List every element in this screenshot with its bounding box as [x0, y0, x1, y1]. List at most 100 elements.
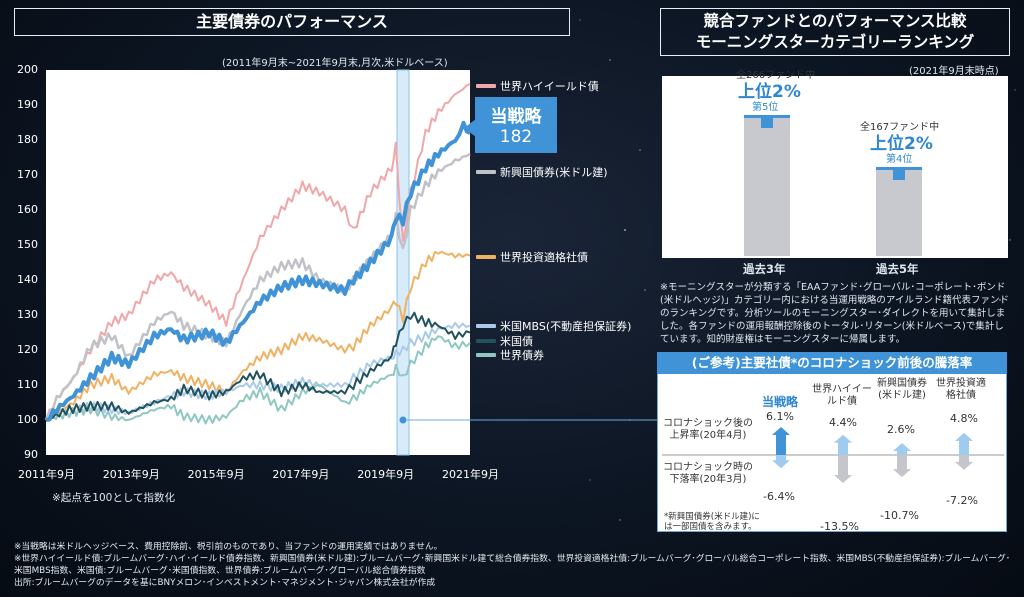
legend-label: 世界ハイイールド債: [500, 80, 599, 93]
ranking-bar-top-1: [876, 167, 922, 170]
legend-label: 米国MBS(不動産担保証券): [500, 320, 632, 333]
ranking-marker-1: [893, 170, 905, 180]
down-arrow-2: [893, 455, 911, 478]
y-tick-label: 90: [24, 448, 38, 461]
reference-title: (ご参考)主要社債*のコロナショック前後の騰落率: [657, 352, 1007, 374]
series-line-2: [44, 152, 471, 421]
col-emerging-name: 新興国債券(米ドル建): [877, 378, 927, 401]
legend-label: 世界投資適格社債: [500, 251, 588, 264]
period-note: (2011年9月末~2021年9月末,月次,米ドルベース): [222, 58, 448, 69]
y-tick-label: 130: [17, 308, 38, 321]
row-down-label: コロナショック時の下落率(20年3月): [663, 462, 753, 485]
col-investment-grade-name: 世界投資適格社債: [936, 378, 986, 401]
y-tick-label: 200: [17, 63, 38, 76]
legend-treasury: 米国債: [476, 333, 533, 349]
col-high-yield-name: 世界ハイイールド債: [812, 384, 872, 407]
rank3-label: 過去3年: [743, 262, 786, 276]
footer-line1: ※当戦略は米ドルヘッジベース、費用控除前、税引前のものであり、当ファンドの運用実…: [14, 542, 443, 552]
y-tick-label: 100: [17, 413, 38, 426]
y-tick-label: 120: [17, 343, 38, 356]
down-arrow-0: [772, 455, 790, 469]
legend-swatch: [476, 170, 496, 174]
legend-high-yield: 世界ハイイールド債: [476, 78, 599, 94]
x-tick-label: 2013年9月: [102, 468, 160, 481]
reference-footnote: *新興国債券(米ドル建)には一部国債を含みます。: [664, 512, 760, 532]
col-strategy-name: 当戦略: [761, 395, 798, 409]
col-investment-grade-up: 4.8%: [950, 412, 978, 425]
series-line-1: [45, 120, 471, 422]
legend-label: 世界債券: [500, 349, 544, 362]
ranking-marker-0: [761, 118, 773, 128]
ranking-bar-top-0: [744, 115, 790, 118]
series-line-6: [45, 335, 471, 425]
col-high-yield-down: -13.5%: [820, 520, 859, 533]
strategy-callout-label: 当戦略: [490, 107, 542, 127]
legend-swatch: [476, 324, 496, 328]
legend-label: 新興国債券(米ドル建): [500, 166, 608, 179]
rank3-position: 第5位: [752, 102, 779, 113]
legend-investment-grade: 世界投資適格社債: [476, 249, 588, 265]
strategy-callout-pointer: [464, 119, 476, 137]
up-arrow-1: [834, 434, 852, 455]
strategy-callout-value: 182: [499, 127, 533, 147]
footer-line3: 出所:ブルームバーグのデータを基にBNYメロン･インベストメント･マネジメント･…: [14, 578, 436, 588]
x-tick-label: 2019年9月: [357, 468, 415, 481]
footer-line2: ※世界ハイイールド債:ブルームバーグ･ハイ･イールド債券指数、新興国債券(米ドル…: [14, 554, 1011, 576]
y-tick-label: 170: [17, 168, 38, 181]
legend-global-bond: 世界債券: [476, 347, 544, 363]
col-high-yield-up: 4.4%: [829, 416, 857, 429]
y-tick-label: 180: [17, 133, 38, 146]
series-line-0: [45, 83, 471, 421]
reference-panel: [657, 352, 1007, 532]
up-arrow-3: [955, 432, 973, 455]
ranking-date-note: (2021年9月末時点): [909, 66, 999, 77]
series-line-3: [45, 250, 471, 421]
covid-highlight-band: [396, 69, 410, 456]
y-tick-label: 150: [17, 238, 38, 251]
x-tick-label: 2021年9月: [442, 468, 499, 481]
left-panel-title: 主要債券のパフォーマンス: [14, 8, 570, 36]
x-tick-label: 2017年9月: [272, 468, 330, 481]
y-tick-label: 110: [17, 378, 38, 391]
up-arrow-2: [893, 443, 911, 455]
right-title-line1: 競合ファンドとのパフォーマンス比較: [703, 12, 967, 30]
rank3-total: 全266ファンド中: [736, 70, 816, 81]
ranking-panel: [662, 76, 1008, 258]
legend-label: 米国債: [500, 335, 533, 348]
col-strategy-down: -6.4%: [763, 490, 795, 503]
col-investment-grade-down: -7.2%: [946, 494, 978, 507]
covid-marker: [399, 416, 407, 424]
x-tick-label: 2011年9月: [18, 468, 75, 481]
legend-mbs: 米国MBS(不動産担保証券): [476, 318, 631, 334]
y-tick-label: 140: [17, 273, 38, 286]
down-arrow-3: [955, 455, 973, 470]
ranking-bar-1: [876, 168, 922, 256]
y-tick-label: 160: [17, 203, 38, 216]
ranking-bar-0: [744, 116, 790, 256]
morningstar-note: ※モーニングスターが分類する「EAAファンド･グローバル･コーポレート･ボンド(…: [660, 282, 1009, 345]
legend-swatch: [476, 255, 496, 259]
col-emerging-down: -10.7%: [880, 509, 919, 522]
series-line-5: [45, 311, 471, 421]
y-tick-label: 190: [17, 98, 38, 111]
rank3-rank: 上位2%: [738, 82, 801, 102]
x-tick-label: 2015年9月: [187, 468, 245, 481]
right-title-line2: モーニングスターカテゴリーランキング: [695, 33, 975, 51]
up-arrow-0: [772, 426, 790, 455]
footer: ※当戦略は米ドルヘッジベース、費用控除前、税引前のものであり、当ファンドの運用実…: [14, 541, 1014, 589]
rank5-label: 過去5年: [876, 262, 919, 276]
legend-swatch: [476, 353, 496, 357]
right-panel-title: 競合ファンドとのパフォーマンス比較 モーニングスターカテゴリーランキング: [660, 8, 1010, 56]
legend-emerging: 新興国債券(米ドル建): [476, 164, 608, 180]
down-arrow-1: [834, 455, 852, 483]
rank5-total: 全167ファンド中: [860, 122, 940, 133]
legend-swatch: [476, 84, 496, 88]
rank5-position: 第4位: [886, 154, 913, 165]
col-emerging-up: 2.6%: [887, 423, 915, 436]
col-strategy-up: 6.1%: [766, 410, 794, 423]
legend-swatch: [476, 339, 496, 343]
strategy-callout: 当戦略 182: [475, 97, 557, 153]
